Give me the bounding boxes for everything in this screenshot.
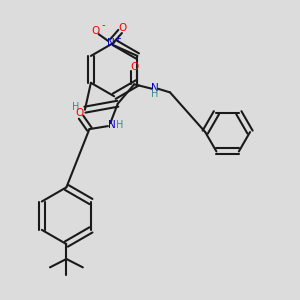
Text: H: H [116,120,123,130]
Text: H: H [72,102,79,112]
Text: N: N [151,82,159,93]
Text: H: H [152,89,159,99]
Text: +: + [114,34,121,43]
Text: N: N [108,120,116,130]
Text: O: O [130,62,138,72]
Text: O: O [75,108,83,118]
Text: O: O [118,23,126,33]
Text: -: - [101,20,105,30]
Text: O: O [92,26,100,36]
Text: N: N [107,38,114,48]
